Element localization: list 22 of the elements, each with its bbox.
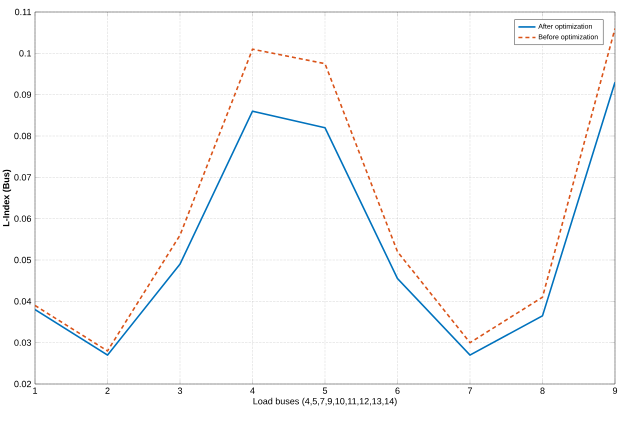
- x-tick-label: 7: [468, 388, 472, 394]
- y-tick-label: 0.05: [14, 256, 32, 264]
- x-tick-label: 5: [322, 388, 328, 394]
- x-tick-label: 3: [178, 388, 182, 394]
- x-tick-label: 6: [395, 388, 400, 394]
- x-tick-label: 4: [250, 388, 255, 394]
- x-tick-label: 8: [540, 388, 545, 394]
- x-axis-title: Load buses (4,5,7,9,10,11,12,13,14): [254, 398, 397, 406]
- x-tick-label: 1: [33, 388, 38, 394]
- x-tick-label: 2: [105, 388, 110, 394]
- y-tick-label: 0.08: [14, 132, 32, 140]
- y-tick-label: 0.07: [14, 174, 32, 181]
- y-tick-label: 0.11: [14, 8, 32, 16]
- y-axis-title: L-Index (Bus): [2, 170, 12, 226]
- line-series: [35, 81, 615, 356]
- y-tick-label: 0.02: [14, 380, 32, 388]
- y-tick-label: 0.1: [19, 50, 32, 57]
- y-tick-label: 0.03: [14, 339, 32, 346]
- y-tick-label: 0.04: [14, 298, 32, 305]
- x-tick-label: 9: [612, 388, 618, 394]
- y-tick-label: 0.09: [14, 91, 32, 98]
- y-tick-label: 0.06: [14, 215, 32, 222]
